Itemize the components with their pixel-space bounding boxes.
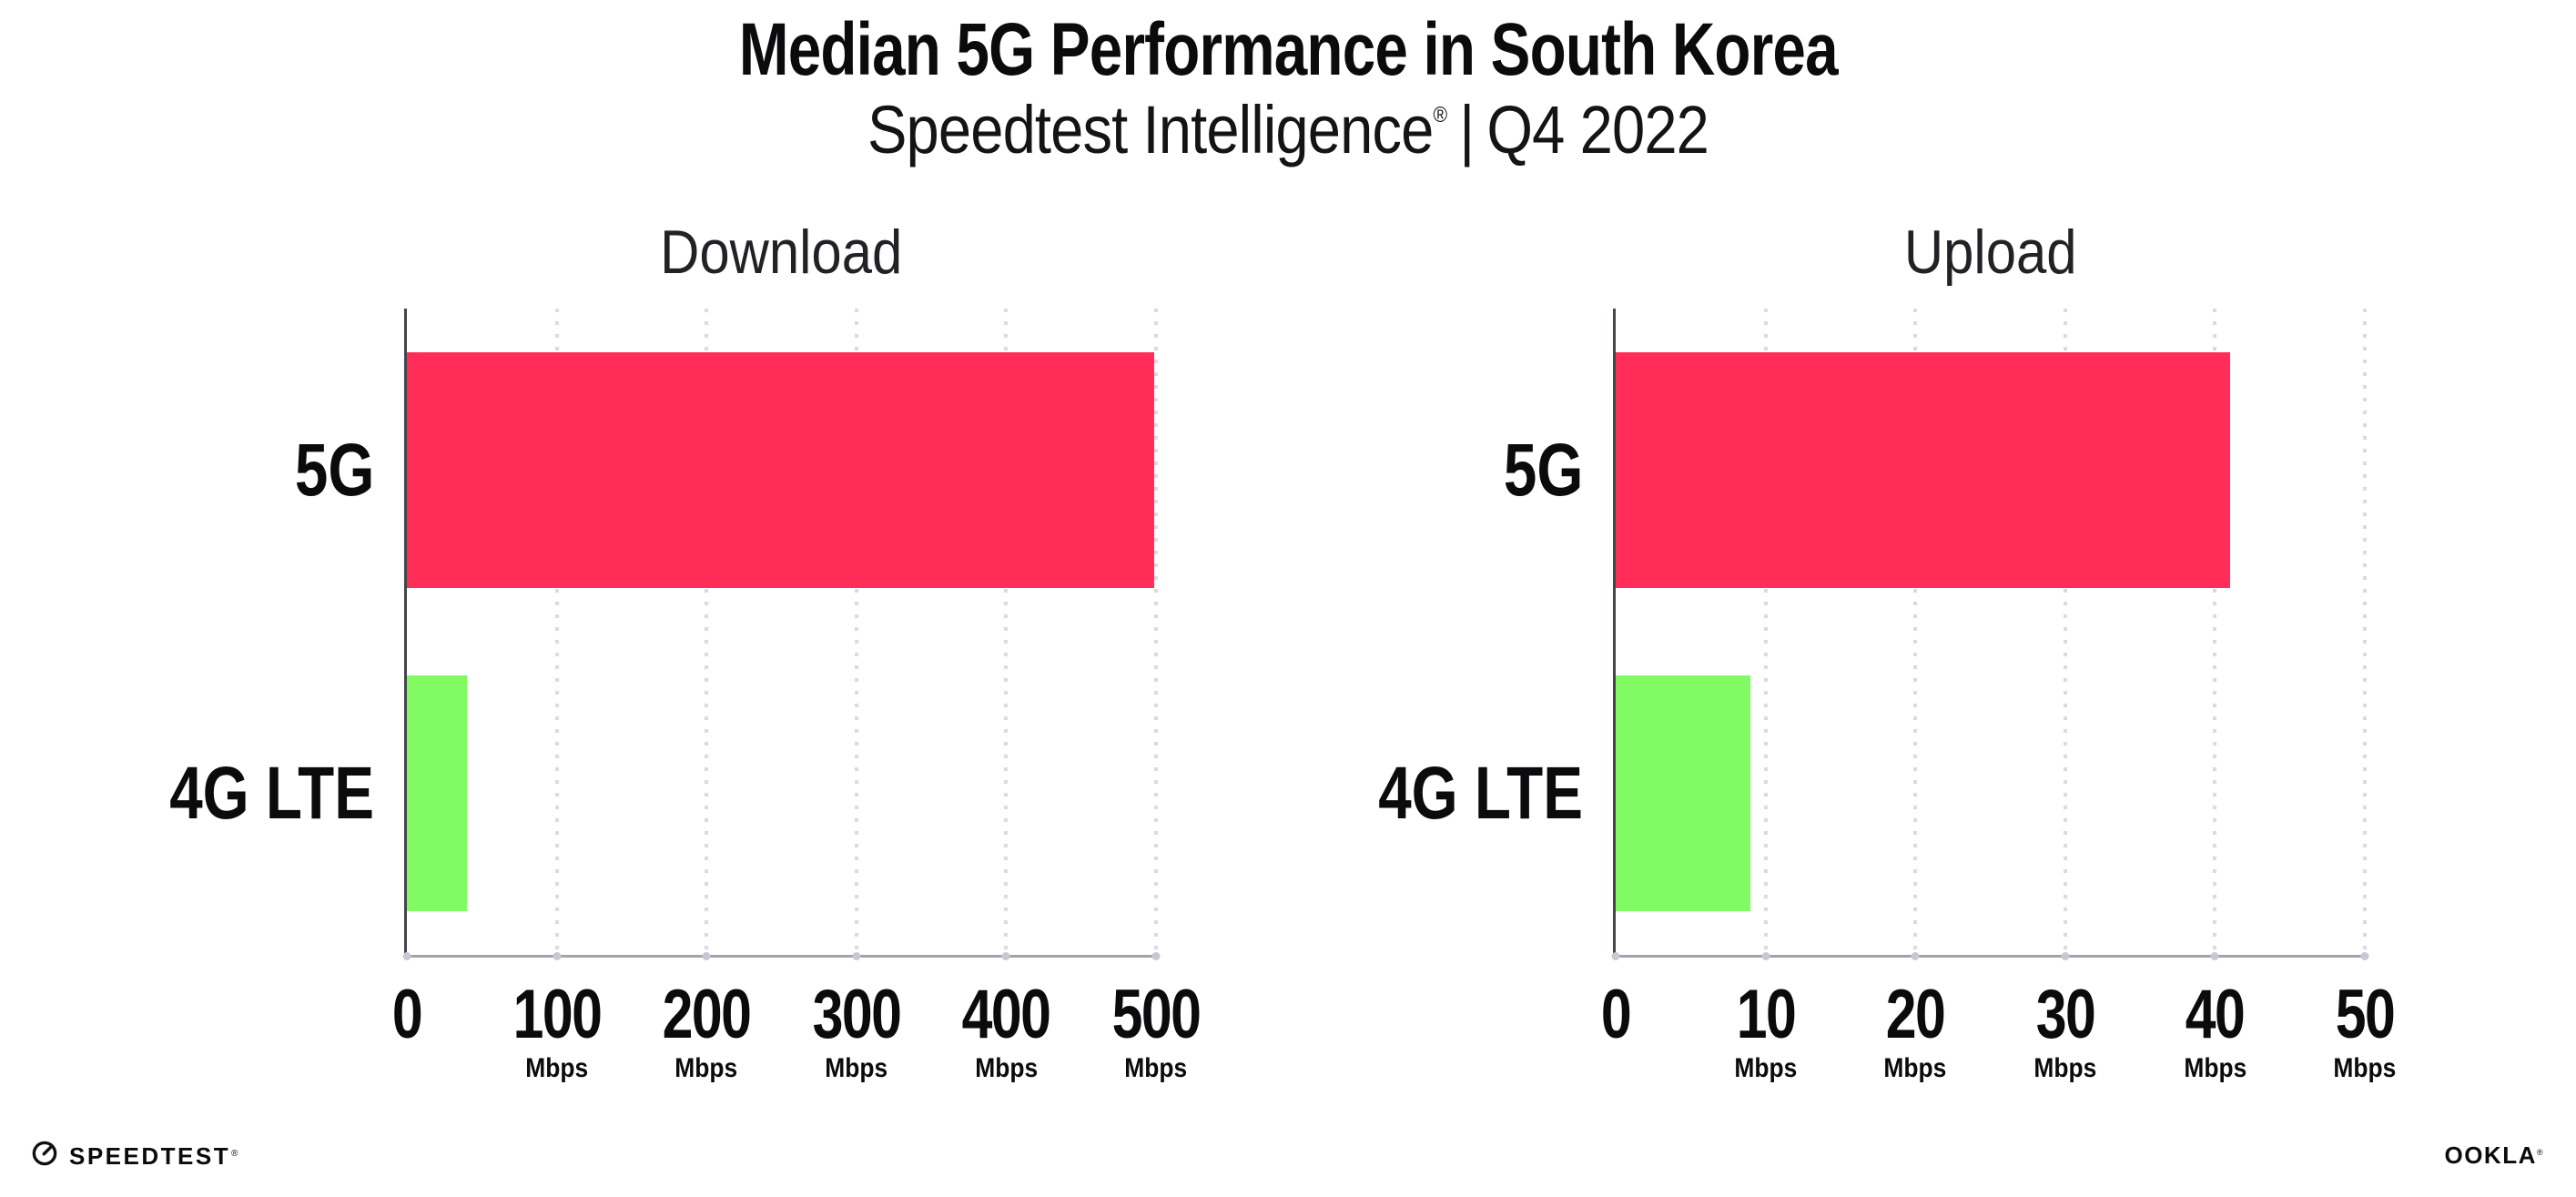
axis-tick-dot-200 <box>702 952 711 960</box>
page-subtitle: Speedtest Intelligence® | Q4 2022 <box>0 95 2576 166</box>
x-tick-40: 40 Mbps <box>2178 976 2252 1084</box>
axis-tick-dot-0 <box>402 952 411 960</box>
x-tick-unit: Mbps <box>1124 1053 1188 1084</box>
page-title: Median 5G Performance in South Korea <box>738 8 1839 91</box>
axis-tick-dot-100 <box>553 952 562 960</box>
x-tick-value: 30 <box>2035 976 2096 1053</box>
gridline-30 <box>2063 309 2067 955</box>
ookla-logo: OOKLA® <box>2444 1143 2544 1167</box>
upload-chart-title: Upload <box>1903 218 2077 287</box>
upload-plot: Upload 5G 4G LTE 0 10 Mbps 20 Mbps 30 Mbps 40 Mbps… <box>1378 221 2396 1082</box>
bar-5g <box>407 351 1155 589</box>
download-plot: Download 5G 4G LTE 0 100 Mbps 200 Mbps 300 Mbps 4… <box>169 221 1202 1082</box>
axis-tick-dot-0 <box>1611 952 1620 960</box>
gridline-40 <box>2213 309 2217 955</box>
speedtest-trademark: ® <box>231 1148 240 1159</box>
x-axis-tick-labels: 0 10 Mbps 20 Mbps 30 Mbps 40 Mbps 50 Mbps <box>1601 976 2397 1137</box>
x-tick-value: 50 <box>2335 976 2396 1053</box>
axis-tick-dot-400 <box>1001 952 1010 960</box>
x-tick-unit: Mbps <box>1734 1053 1798 1084</box>
axis-tick-dot-500 <box>1151 952 1161 960</box>
x-tick-value: 200 <box>662 976 752 1053</box>
x-tick-0: 0 <box>1597 976 1634 1053</box>
bar-4g-lte <box>407 675 467 912</box>
subtitle-period: Q4 2022 <box>1486 92 1709 167</box>
axis-tick-dot-40 <box>2210 952 2219 960</box>
x-tick-value: 10 <box>1736 976 1796 1053</box>
x-tick-100: 100 Mbps <box>502 976 612 1084</box>
x-tick-unit: Mbps <box>2183 1053 2246 1084</box>
x-tick-value: 100 <box>512 976 602 1053</box>
x-tick-400: 400 Mbps <box>951 976 1061 1084</box>
registered-mark: ® <box>1433 103 1447 127</box>
x-tick-unit: Mbps <box>2333 1053 2397 1084</box>
x-axis-tick-labels: 0 100 Mbps 200 Mbps 300 Mbps 400 Mbps 500 Mbps <box>392 976 1202 1137</box>
gridline-400 <box>1004 309 1009 955</box>
x-tick-50: 50 Mbps <box>2328 976 2402 1084</box>
x-tick-value: 300 <box>812 976 901 1053</box>
ookla-wordmark: OOKLA <box>2444 1141 2537 1169</box>
gridline-300 <box>854 309 858 955</box>
x-tick-value: 20 <box>1885 976 1946 1053</box>
x-tick-200: 200 Mbps <box>652 976 762 1084</box>
category-label-5g: 5G <box>1503 428 1583 512</box>
gridline-100 <box>554 309 559 955</box>
x-tick-10: 10 Mbps <box>1729 976 1802 1084</box>
axis-tick-dot-30 <box>2061 952 2070 960</box>
x-tick-value: 0 <box>1600 976 1632 1053</box>
subtitle-brand: Speedtest Intelligence <box>867 92 1434 167</box>
speedtest-gauge-icon <box>31 1140 58 1172</box>
category-label-4g-lte: 4G LTE <box>169 751 374 835</box>
x-tick-value: 500 <box>1111 976 1202 1053</box>
gridline-200 <box>705 309 709 955</box>
gridline-20 <box>1913 309 1918 955</box>
x-tick-500: 500 Mbps <box>1101 976 1212 1084</box>
x-tick-30: 30 Mbps <box>2029 976 2103 1084</box>
bar-4g-lte <box>1616 675 1751 912</box>
x-tick-unit: Mbps <box>1883 1053 1947 1084</box>
subtitle-separator: | <box>1459 92 1475 167</box>
x-tick-unit: Mbps <box>2033 1053 2097 1084</box>
x-tick-unit: Mbps <box>674 1053 738 1084</box>
x-tick-unit: Mbps <box>974 1053 1038 1084</box>
x-tick-300: 300 Mbps <box>801 976 911 1084</box>
axis-tick-dot-10 <box>1761 952 1770 960</box>
x-tick-unit: Mbps <box>825 1053 888 1084</box>
x-tick-unit: Mbps <box>525 1053 589 1084</box>
x-tick-20: 20 Mbps <box>1879 976 1952 1084</box>
axis-tick-dot-300 <box>852 952 861 960</box>
x-tick-value: 0 <box>391 976 423 1053</box>
speedtest-logo: SPEEDTEST® <box>31 1140 239 1172</box>
speedtest-wordmark: SPEEDTEST® <box>69 1141 240 1170</box>
x-tick-value: 400 <box>962 976 1051 1053</box>
axis-tick-dot-50 <box>2360 952 2369 960</box>
ookla-trademark: ® <box>2536 1148 2544 1157</box>
axis-tick-dot-20 <box>1911 952 1920 960</box>
bar-5g <box>1616 351 2230 589</box>
gridline-50 <box>2363 309 2367 955</box>
gridline-500 <box>1154 309 1158 955</box>
category-label-4g-lte: 4G LTE <box>1378 751 1583 835</box>
download-chart-title: Download <box>660 218 903 287</box>
x-tick-value: 40 <box>2186 976 2246 1053</box>
gridline-10 <box>1763 309 1768 955</box>
x-tick-0: 0 <box>389 976 425 1053</box>
category-label-5g: 5G <box>294 428 374 512</box>
